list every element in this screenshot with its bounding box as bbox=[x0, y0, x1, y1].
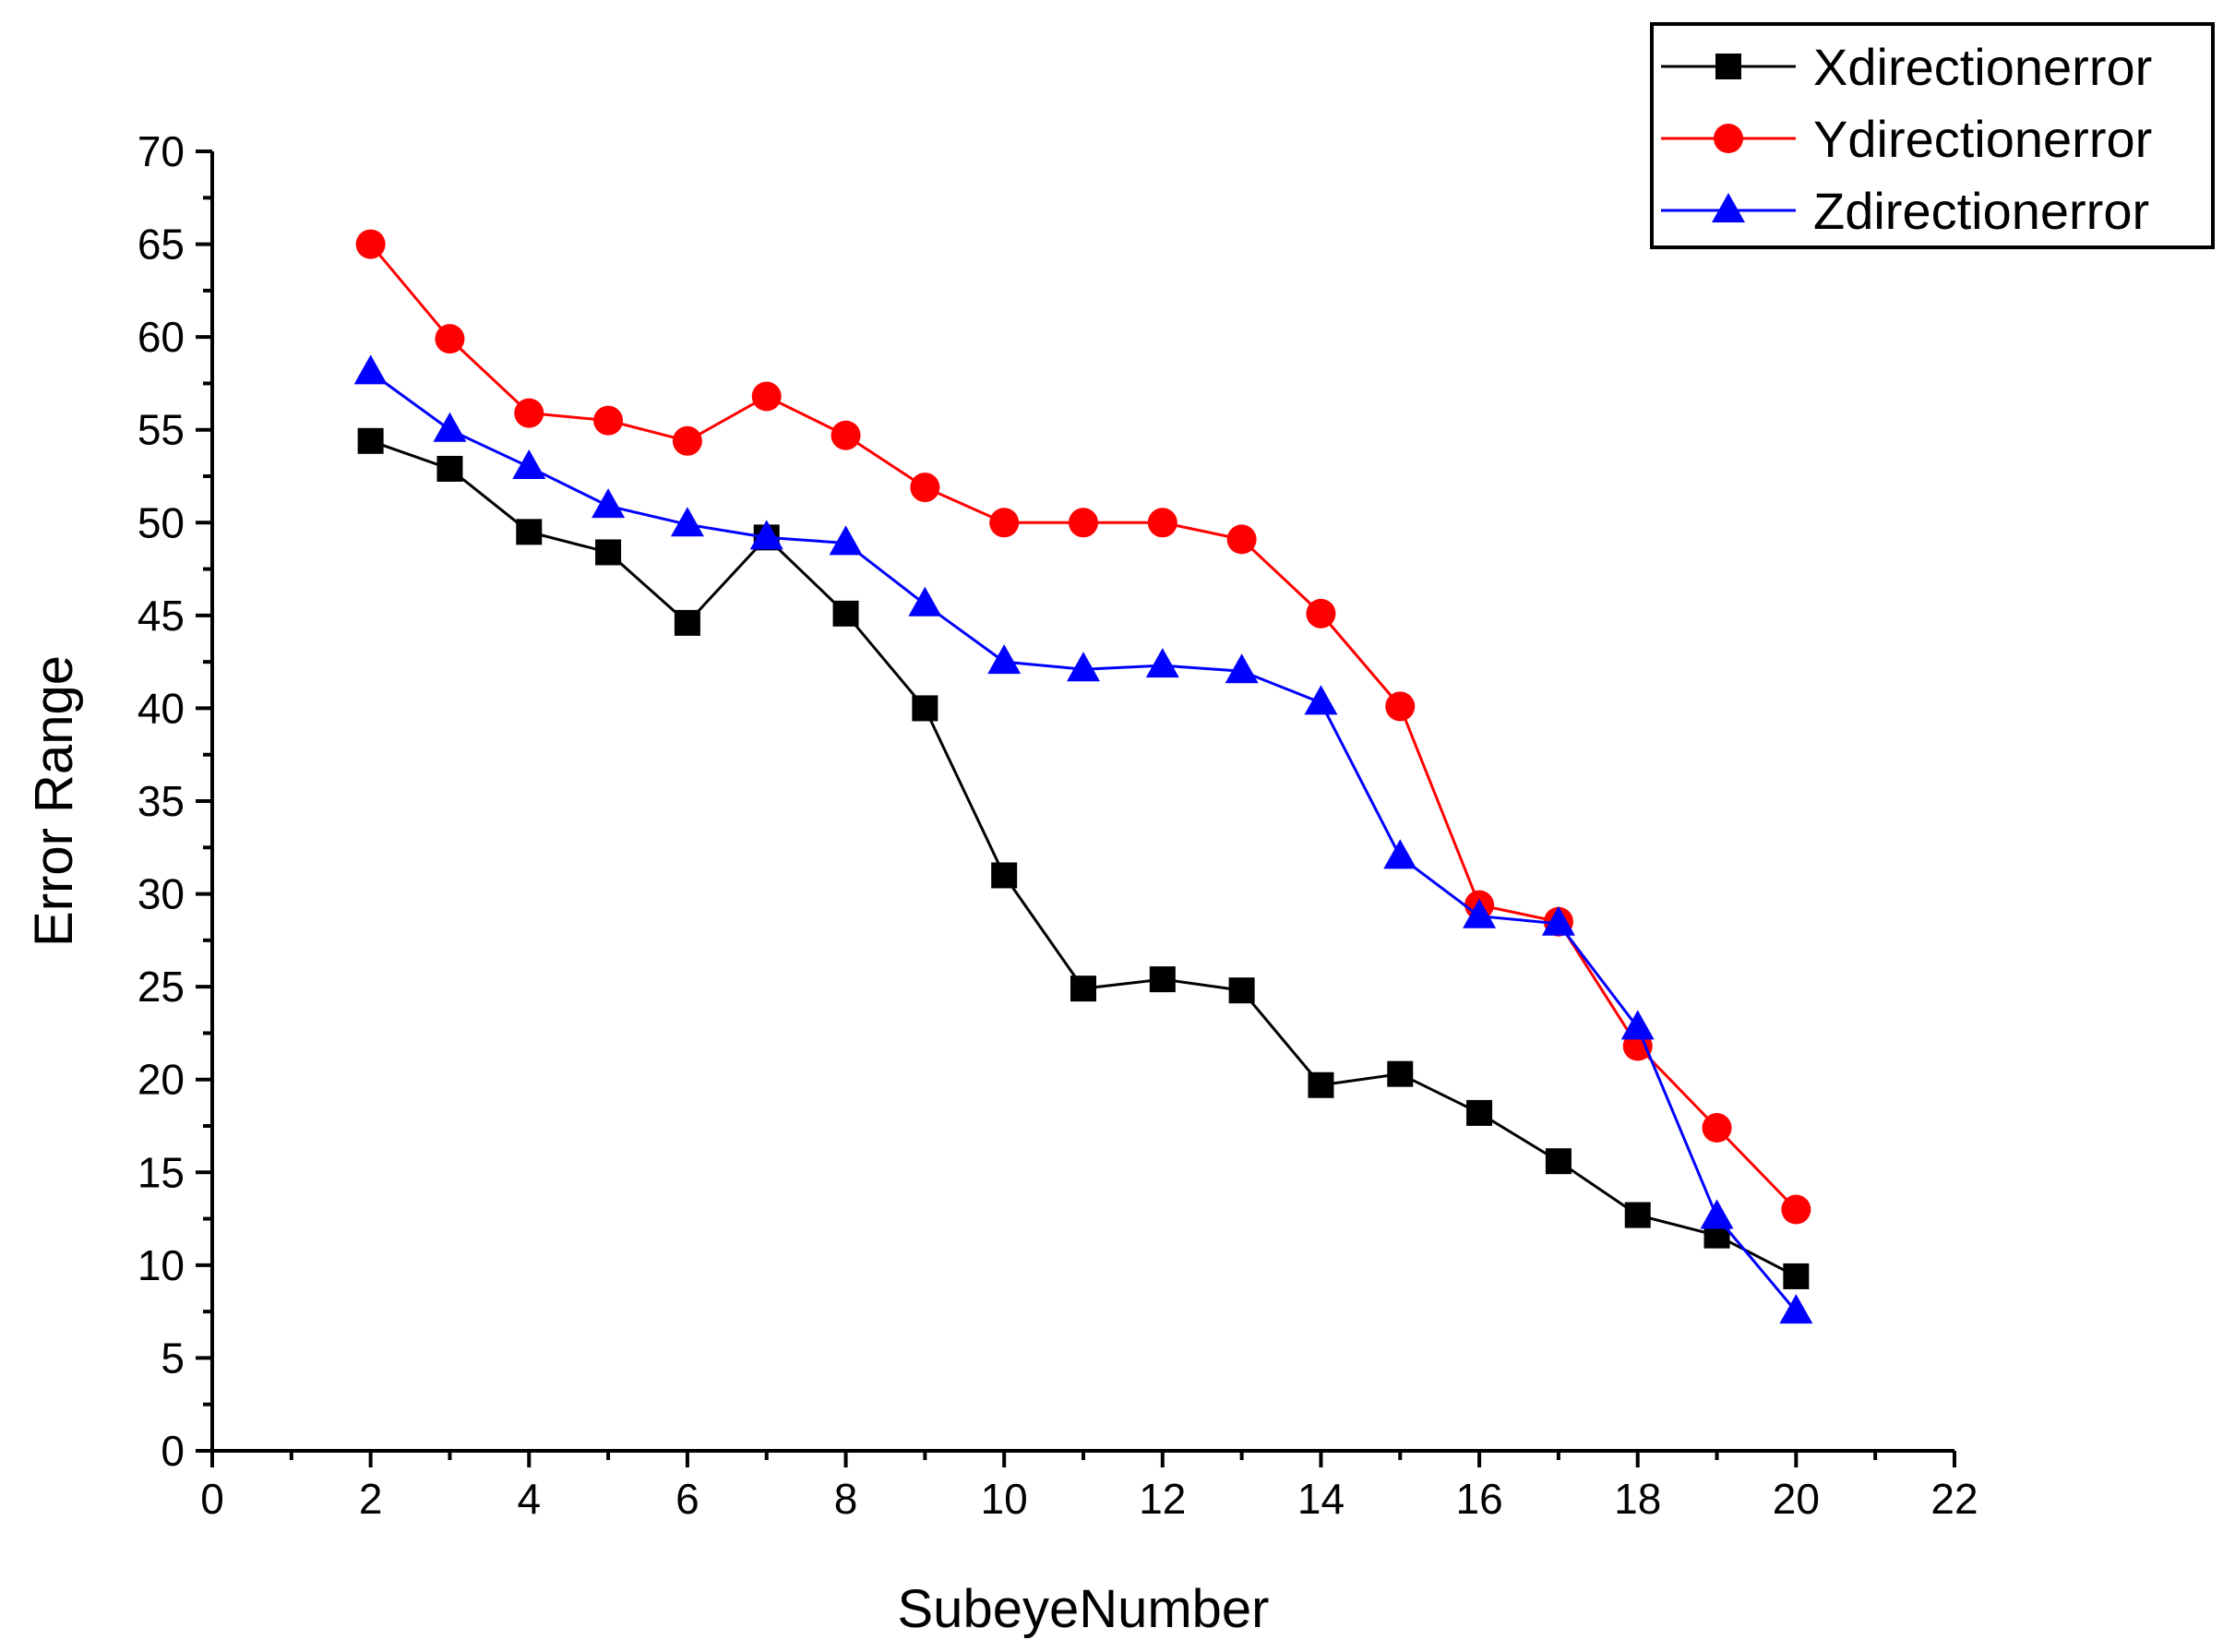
legend-marker bbox=[1714, 124, 1743, 153]
data-point bbox=[1226, 524, 1257, 555]
x-tick-label: 6 bbox=[675, 1475, 699, 1523]
y-tick-label: 55 bbox=[137, 406, 185, 454]
x-tick-label: 14 bbox=[1297, 1475, 1345, 1523]
x-tick-label: 4 bbox=[517, 1475, 541, 1523]
data-point bbox=[1783, 1263, 1810, 1289]
data-point bbox=[1383, 839, 1417, 869]
data-point bbox=[1306, 598, 1336, 628]
data-point bbox=[514, 398, 544, 428]
series-line bbox=[369, 243, 1798, 1211]
data-point bbox=[355, 229, 386, 259]
data-point bbox=[435, 324, 465, 354]
data-point bbox=[829, 525, 863, 556]
y-ticks: 0 5 10 15 20 25 30 35 40 45 50 55 60 65 70 bbox=[137, 127, 212, 1475]
x-tick-label: 10 bbox=[981, 1475, 1028, 1523]
data-point bbox=[357, 427, 384, 454]
x-tick-label: 12 bbox=[1139, 1475, 1186, 1523]
data-point bbox=[831, 420, 861, 450]
x-tick-label: 22 bbox=[1930, 1475, 1978, 1523]
x-tick-label: 8 bbox=[834, 1475, 858, 1523]
data-point bbox=[1620, 1010, 1655, 1040]
data-point bbox=[595, 539, 622, 566]
data-point bbox=[1781, 1194, 1811, 1225]
data-point bbox=[1149, 966, 1176, 993]
data-point bbox=[989, 508, 1020, 538]
series-Ydirectionerror bbox=[355, 229, 1811, 1225]
data-point bbox=[1147, 508, 1177, 538]
x-axis-title: SubeyeNumber bbox=[898, 1579, 1270, 1639]
data-point bbox=[908, 586, 942, 617]
data-point bbox=[433, 412, 467, 442]
data-point bbox=[1385, 691, 1416, 722]
data-point bbox=[516, 519, 543, 545]
data-point bbox=[1702, 1113, 1732, 1143]
y-tick-label: 30 bbox=[137, 870, 185, 918]
data-point bbox=[1070, 976, 1096, 1002]
y-tick-label: 25 bbox=[137, 963, 185, 1011]
y-tick-label: 10 bbox=[137, 1241, 185, 1289]
data-point bbox=[670, 507, 704, 537]
data-point bbox=[749, 520, 783, 550]
legend-marker bbox=[1712, 193, 1745, 222]
legend-label: Xdirectionerror bbox=[1813, 38, 2152, 96]
data-point bbox=[910, 473, 940, 503]
data-point bbox=[353, 354, 388, 385]
data-point bbox=[1545, 1148, 1572, 1175]
data-point bbox=[1779, 1294, 1813, 1324]
x-tick-label: 0 bbox=[200, 1475, 224, 1523]
y-tick-label: 50 bbox=[137, 498, 185, 546]
y-tick-label: 0 bbox=[161, 1427, 185, 1475]
y-tick-label: 45 bbox=[137, 592, 185, 640]
data-point bbox=[1387, 1060, 1414, 1087]
data-point bbox=[1145, 648, 1179, 678]
data-point bbox=[1541, 905, 1575, 936]
data-point bbox=[593, 405, 624, 436]
data-point bbox=[1228, 977, 1255, 1004]
data-point bbox=[1700, 1199, 1734, 1229]
x-tick-label: 20 bbox=[1773, 1475, 1820, 1523]
series-Zdirectionerror bbox=[353, 354, 1813, 1324]
series-layer bbox=[353, 229, 1813, 1324]
data-point bbox=[1225, 653, 1259, 684]
x-tick-label: 2 bbox=[359, 1475, 383, 1523]
y-axis-title: Error Range bbox=[24, 655, 84, 947]
legend-label: Zdirectionerror bbox=[1813, 182, 2149, 240]
data-point bbox=[1624, 1202, 1651, 1228]
data-point bbox=[512, 449, 546, 479]
data-point bbox=[912, 695, 938, 722]
data-point bbox=[592, 488, 626, 519]
series-line bbox=[370, 439, 1798, 1278]
data-point bbox=[672, 425, 702, 456]
data-point bbox=[1466, 1099, 1493, 1126]
y-tick-label: 60 bbox=[137, 313, 185, 361]
y-tick-label: 65 bbox=[137, 221, 185, 269]
y-tick-label: 15 bbox=[137, 1148, 185, 1196]
series-Xdirectionerror bbox=[357, 427, 1810, 1289]
data-point bbox=[1067, 652, 1100, 682]
x-tick-label: 16 bbox=[1456, 1475, 1503, 1523]
x-ticks: 0 2 4 6 8 10 12 14 16 18 20 22 bbox=[200, 1451, 1978, 1523]
y-tick-label: 70 bbox=[137, 127, 185, 175]
y-tick-label: 5 bbox=[161, 1334, 185, 1382]
y-tick-label: 40 bbox=[137, 684, 185, 732]
y-tick-label: 20 bbox=[137, 1056, 185, 1104]
data-point bbox=[436, 455, 463, 482]
y-tick-label: 35 bbox=[137, 777, 185, 825]
data-point bbox=[1304, 685, 1338, 715]
data-point bbox=[991, 862, 1018, 889]
legend-label: Ydirectionerror bbox=[1813, 110, 2152, 168]
data-point bbox=[674, 609, 700, 636]
data-point bbox=[751, 381, 782, 412]
data-point bbox=[1308, 1071, 1334, 1098]
data-point bbox=[1069, 508, 1098, 538]
data-point bbox=[987, 644, 1022, 675]
x-tick-label: 18 bbox=[1614, 1475, 1661, 1523]
data-point bbox=[1463, 898, 1497, 928]
chart-axes bbox=[210, 151, 1954, 1453]
legend-marker bbox=[1715, 54, 1741, 79]
data-point bbox=[832, 600, 859, 627]
legend: Xdirectionerror Ydirectionerror Zdirection… bbox=[1650, 22, 2215, 249]
